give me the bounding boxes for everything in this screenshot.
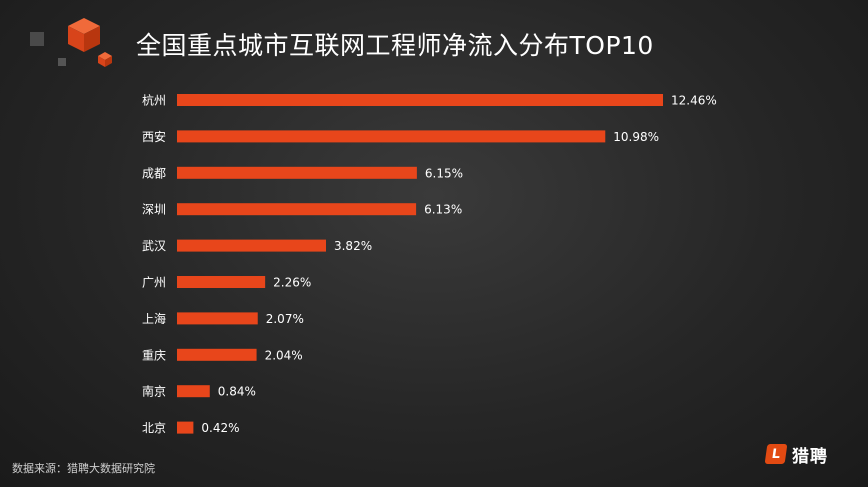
data-label: 12.46%	[671, 94, 717, 108]
bar	[177, 203, 417, 216]
category-label: 南京	[142, 384, 166, 399]
data-label: 2.07%	[266, 312, 304, 326]
data-label: 2.04%	[265, 348, 303, 362]
bar	[177, 130, 606, 143]
data-label: 3.82%	[334, 239, 372, 253]
brand-logo: L 猎聘	[764, 441, 828, 467]
data-label: 6.13%	[424, 203, 462, 217]
data-label: 10.98%	[613, 130, 659, 144]
data-label: 0.84%	[218, 385, 256, 399]
bar	[177, 348, 257, 361]
category-label: 西安	[142, 129, 166, 144]
bar	[177, 312, 258, 325]
logo-cube-small-dark	[30, 32, 44, 46]
brand-name: 猎聘	[792, 446, 828, 467]
category-label: 杭州	[142, 93, 166, 108]
category-label: 上海	[142, 311, 166, 326]
category-label: 成都	[142, 166, 166, 180]
data-source-note: 数据来源：猎聘大数据研究院	[12, 462, 155, 475]
chart-title: 全国重点城市互联网工程师净流入分布TOP10	[136, 31, 654, 60]
category-label: 武汉	[142, 239, 166, 253]
data-label: 0.42%	[201, 421, 239, 435]
category-label: 广州	[142, 276, 166, 290]
logo-cube-small	[98, 52, 112, 67]
category-label: 深圳	[142, 203, 166, 217]
logo-cube-tiny	[58, 58, 66, 66]
bar	[177, 239, 326, 252]
bar	[177, 166, 417, 179]
cube-logo-icon	[30, 18, 112, 67]
bar	[177, 94, 663, 106]
data-label: 2.26%	[273, 276, 311, 290]
category-label: 北京	[142, 421, 166, 435]
brand-badge-icon: L	[764, 444, 788, 464]
category-label: 重庆	[142, 348, 166, 362]
bar	[177, 421, 194, 434]
logo-cube-large	[68, 18, 100, 52]
data-label: 6.15%	[425, 166, 463, 180]
bar	[177, 276, 266, 288]
bar	[177, 385, 210, 398]
